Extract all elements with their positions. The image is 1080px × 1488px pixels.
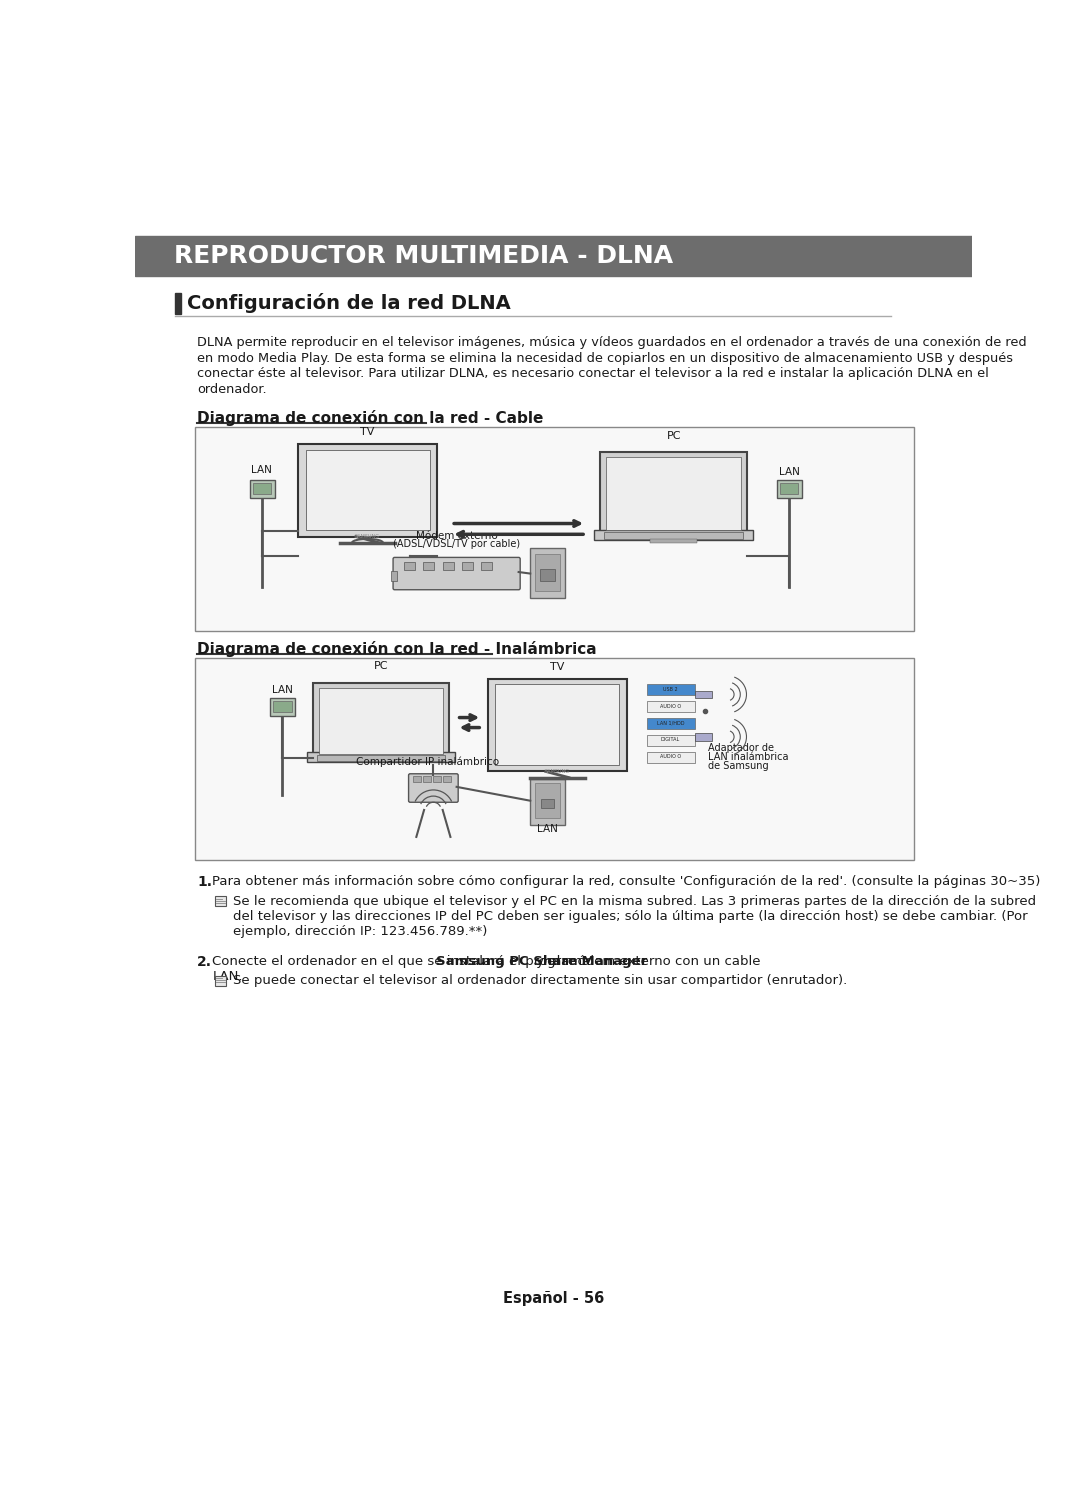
Text: conectar éste al televisor. Para utilizar DLNA, es necesario conectar el televis: conectar éste al televisor. Para utiliza… <box>197 368 989 381</box>
Text: AUDIO O: AUDIO O <box>660 754 681 759</box>
Bar <box>530 780 565 826</box>
Text: 1.: 1. <box>197 875 212 890</box>
Text: Diagrama de conexión con la red - Cable: Diagrama de conexión con la red - Cable <box>197 409 543 426</box>
Bar <box>647 719 694 729</box>
Bar <box>135 237 972 277</box>
Bar <box>780 482 798 494</box>
Bar <box>444 777 451 783</box>
Bar <box>270 698 295 716</box>
Text: Conecte el ordenador en el que se instalará el programa: Conecte el ordenador en el que se instal… <box>213 955 595 967</box>
Text: LAN 1/HDD: LAN 1/HDD <box>657 720 685 726</box>
Text: DLNA permite reproducir en el televisor imágenes, música y vídeos guardados en e: DLNA permite reproducir en el televisor … <box>197 336 1027 350</box>
Bar <box>777 479 801 498</box>
Bar <box>175 293 180 314</box>
Text: LAN: LAN <box>272 684 293 695</box>
Text: LAN: LAN <box>251 466 272 476</box>
FancyBboxPatch shape <box>194 658 914 860</box>
Bar <box>433 777 441 783</box>
FancyBboxPatch shape <box>393 558 521 589</box>
Bar <box>604 533 743 539</box>
Text: LAN.: LAN. <box>213 970 243 984</box>
Text: Diagrama de conexión con la red - Inalámbrica: Diagrama de conexión con la red - Inalám… <box>197 640 596 656</box>
Bar <box>320 687 443 754</box>
Text: Español - 56: Español - 56 <box>503 1292 604 1306</box>
Bar <box>313 683 449 760</box>
Bar <box>606 457 741 530</box>
Bar <box>273 701 292 713</box>
Text: Configuración de la red DLNA: Configuración de la red DLNA <box>187 293 511 314</box>
Bar <box>650 539 697 543</box>
Text: TV: TV <box>550 662 565 671</box>
Bar <box>647 701 694 713</box>
Text: LAN inalámbrica: LAN inalámbrica <box>708 751 789 762</box>
Text: USB 2: USB 2 <box>663 686 678 692</box>
Text: SAMSUNG: SAMSUNG <box>545 769 570 774</box>
Bar <box>423 777 431 783</box>
Bar <box>414 777 421 783</box>
Bar <box>318 754 445 760</box>
Bar <box>215 896 227 906</box>
Bar <box>540 568 555 580</box>
Bar <box>482 562 492 570</box>
Text: Para obtener más información sobre cómo configurar la red, consulte 'Configuraci: Para obtener más información sobre cómo … <box>213 875 1041 888</box>
Bar <box>215 976 227 985</box>
Text: Se le recomienda que ubique el televisor y el PC en la misma subred. Las 3 prime: Se le recomienda que ubique el televisor… <box>233 894 1037 908</box>
Text: (ADSL/VDSL/TV por cable): (ADSL/VDSL/TV por cable) <box>393 539 521 549</box>
Bar <box>541 799 554 808</box>
Text: REPRODUCTOR MULTIMEDIA - DLNA: REPRODUCTOR MULTIMEDIA - DLNA <box>174 244 673 268</box>
Bar <box>530 548 565 598</box>
FancyBboxPatch shape <box>408 774 458 802</box>
Text: ejemplo, dirección IP: 123.456.789.**): ejemplo, dirección IP: 123.456.789.**) <box>233 926 488 939</box>
Bar <box>594 530 754 540</box>
Bar <box>404 562 415 570</box>
Bar <box>600 452 747 537</box>
Bar <box>694 734 712 741</box>
Bar <box>694 690 712 698</box>
Bar <box>307 753 455 762</box>
Text: y el módem externo con un cable: y el módem externo con un cable <box>531 955 760 967</box>
Bar <box>647 753 694 763</box>
Bar <box>423 562 434 570</box>
Text: Adaptador de: Adaptador de <box>708 743 774 753</box>
Bar <box>249 479 274 498</box>
Bar <box>391 571 397 580</box>
Text: 2.: 2. <box>197 955 212 969</box>
Bar <box>253 482 271 494</box>
Text: LAN: LAN <box>537 823 557 833</box>
Text: del televisor y las direcciones IP del PC deben ser iguales; sólo la última part: del televisor y las direcciones IP del P… <box>233 911 1028 923</box>
Bar <box>647 684 694 695</box>
Bar <box>488 679 627 771</box>
Bar <box>462 562 473 570</box>
Text: Samsung PC Share Manager: Samsung PC Share Manager <box>436 955 647 967</box>
Text: ordenador.: ordenador. <box>197 382 267 396</box>
Text: TV: TV <box>361 427 375 437</box>
Text: PC: PC <box>374 661 389 671</box>
Text: PC: PC <box>666 432 680 440</box>
Bar <box>298 445 437 537</box>
Text: de Samsung: de Samsung <box>708 762 769 771</box>
Bar <box>496 684 619 765</box>
Bar <box>535 554 561 591</box>
Bar <box>647 735 694 745</box>
FancyBboxPatch shape <box>194 427 914 631</box>
Text: Compartidor IP inalámbrico: Compartidor IP inalámbrico <box>356 757 499 768</box>
Bar <box>443 562 454 570</box>
Text: LAN: LAN <box>780 467 800 478</box>
Bar <box>306 449 430 530</box>
Bar <box>535 783 561 818</box>
Text: en modo Media Play. De esta forma se elimina la necesidad de copiarlos en un dis: en modo Media Play. De esta forma se eli… <box>197 351 1013 365</box>
Text: Se puede conectar el televisor al ordenador directamente sin usar compartidor (e: Se puede conectar el televisor al ordena… <box>233 975 848 987</box>
Text: SAMSUNG: SAMSUNG <box>355 534 380 539</box>
Text: DIGITAL: DIGITAL <box>661 738 680 743</box>
Text: Módem externo: Módem externo <box>416 531 498 542</box>
Text: AUDIO O: AUDIO O <box>660 704 681 708</box>
